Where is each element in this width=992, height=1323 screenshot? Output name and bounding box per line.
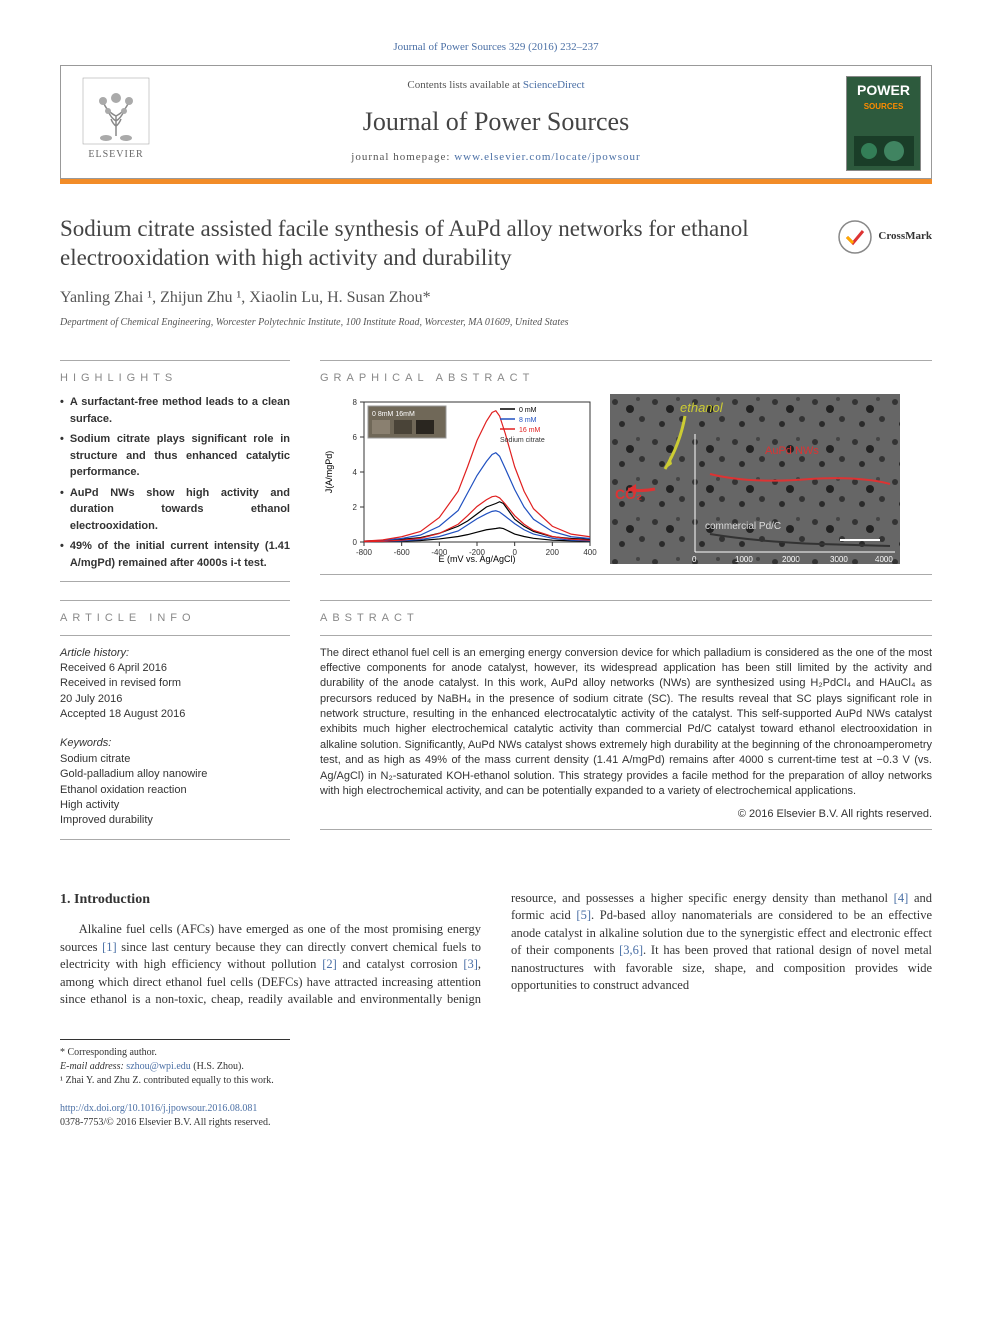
history-line: Received in revised form <box>60 676 290 691</box>
svg-text:3000: 3000 <box>830 555 848 564</box>
affiliation: Department of Chemical Engineering, Worc… <box>60 316 932 330</box>
introduction-section: 1. Introduction Alkaline fuel cells (AFC… <box>60 890 932 1009</box>
article-title: Sodium citrate assisted facile synthesis… <box>60 214 840 274</box>
crossmark-icon <box>837 219 873 255</box>
intro-heading: 1. Introduction <box>60 890 481 910</box>
contents-line: Contents lists available at ScienceDirec… <box>201 78 791 93</box>
highlights-graphical-row: HIGHLIGHTS A surfactant-free method lead… <box>60 360 932 582</box>
equal-contrib-note: ¹ Zhai Y. and Zhu Z. contributed equally… <box>60 1074 290 1088</box>
doi-link[interactable]: http://dx.doi.org/10.1016/j.jpowsour.201… <box>60 1103 257 1114</box>
cv-chart: -800-600-400-200020040002468E (mV vs. Ag… <box>320 394 600 564</box>
cover-graphic-icon <box>854 136 914 166</box>
abstract-text: The direct ethanol fuel cell is an emerg… <box>320 635 932 800</box>
highlights-heading: HIGHLIGHTS <box>60 360 290 394</box>
journal-cover-thumb: POWER SOURCES <box>846 76 921 171</box>
email-line: E-mail address: szhou@wpi.edu (H.S. Zhou… <box>60 1060 290 1074</box>
svg-text:4: 4 <box>353 468 358 477</box>
svg-text:1000: 1000 <box>735 555 753 564</box>
graphical-heading: GRAPHICAL ABSTRACT <box>320 360 932 394</box>
title-block: Sodium citrate assisted facile synthesis… <box>60 214 932 274</box>
article-info-block: ARTICLE INFO Article history: Received 6… <box>60 600 290 840</box>
keyword: Gold-palladium alloy nanowire <box>60 767 290 782</box>
svg-text:AuPd NWs: AuPd NWs <box>765 445 819 457</box>
article-info-heading: ARTICLE INFO <box>60 600 290 634</box>
svg-text:200: 200 <box>546 548 560 557</box>
highlights-block: HIGHLIGHTS A surfactant-free method lead… <box>60 360 290 582</box>
header-box: ELSEVIER POWER SOURCES Contents lists av… <box>60 65 932 178</box>
doi-block: http://dx.doi.org/10.1016/j.jpowsour.201… <box>60 1102 932 1130</box>
highlight-item: Sodium citrate plays significant role in… <box>60 431 290 481</box>
journal-title: Journal of Power Sources <box>201 104 791 140</box>
article-info-content: Article history: Received 6 April 2016 R… <box>60 635 290 840</box>
homepage-link[interactable]: www.elsevier.com/locate/jpowsour <box>454 151 640 163</box>
highlight-item: A surfactant-free method leads to a clea… <box>60 394 290 427</box>
elsevier-logo: ELSEVIER <box>71 76 161 166</box>
authors-line: Yanling Zhai ¹, Zhijun Zhu ¹, Xiaolin Lu… <box>60 287 932 309</box>
svg-text:ethanol: ethanol <box>680 400 724 415</box>
top-citation: Journal of Power Sources 329 (2016) 232–… <box>60 40 932 55</box>
svg-text:4000: 4000 <box>875 555 893 564</box>
cover-line1: POWER <box>857 81 910 101</box>
keyword: Ethanol oxidation reaction <box>60 783 290 798</box>
highlight-item: 49% of the initial current intensity (1.… <box>60 538 290 571</box>
cover-line2: SOURCES <box>864 101 904 112</box>
svg-text:Sodium citrate: Sodium citrate <box>500 437 545 444</box>
email-link[interactable]: szhou@wpi.edu <box>126 1061 190 1072</box>
svg-text:commercial Pd/C: commercial Pd/C <box>705 521 781 532</box>
orange-divider <box>60 179 932 184</box>
svg-text:8 mM: 8 mM <box>519 417 537 424</box>
history-line: Accepted 18 August 2016 <box>60 707 290 722</box>
svg-text:6: 6 <box>353 433 358 442</box>
abstract-heading: ABSTRACT <box>320 600 932 634</box>
svg-text:0: 0 <box>353 538 358 547</box>
crossmark-label: CrossMark <box>878 229 932 244</box>
tem-schematic-image: ethanol CO₂ AuPd NWs commercial Pd/C 0 1… <box>610 394 900 564</box>
graphical-abstract-figure: -800-600-400-200020040002468E (mV vs. Ag… <box>320 394 932 575</box>
svg-text:-600: -600 <box>394 548 411 557</box>
history-line: 20 July 2016 <box>60 692 290 707</box>
elsevier-tree-icon <box>81 76 151 146</box>
graphical-abstract-block: GRAPHICAL ABSTRACT -800-600-400-20002004… <box>320 360 932 582</box>
elsevier-label: ELSEVIER <box>88 148 143 162</box>
highlights-list: A surfactant-free method leads to a clea… <box>60 394 290 571</box>
svg-text:J(A/mgPd): J(A/mgPd) <box>324 451 334 494</box>
keywords-label: Keywords: <box>60 736 290 751</box>
svg-text:2000: 2000 <box>782 555 800 564</box>
svg-text:0 mM: 0 mM <box>519 407 537 414</box>
footnotes-block: * Corresponding author. E-mail address: … <box>60 1039 290 1088</box>
svg-text:E (mV vs. Ag/AgCl): E (mV vs. Ag/AgCl) <box>438 554 515 564</box>
svg-text:0 8mM 16mM: 0 8mM 16mM <box>372 411 415 418</box>
corresponding-note: * Corresponding author. <box>60 1046 290 1060</box>
sciencedirect-link[interactable]: ScienceDirect <box>523 79 585 91</box>
abstract-block: ABSTRACT The direct ethanol fuel cell is… <box>320 600 932 840</box>
highlight-item: AuPd NWs show high activity and duration… <box>60 485 290 535</box>
history-label: Article history: <box>60 646 290 661</box>
info-abstract-row: ARTICLE INFO Article history: Received 6… <box>60 600 932 840</box>
svg-text:-800: -800 <box>356 548 373 557</box>
homepage-line: journal homepage: www.elsevier.com/locat… <box>201 150 791 165</box>
svg-text:400: 400 <box>583 548 597 557</box>
svg-text:8: 8 <box>353 398 358 407</box>
svg-text:16 mM: 16 mM <box>519 427 541 434</box>
svg-text:2: 2 <box>353 503 358 512</box>
abstract-copyright: © 2016 Elsevier B.V. All rights reserved… <box>320 807 932 822</box>
issn-line: 0378-7753/© 2016 Elsevier B.V. All right… <box>60 1117 270 1128</box>
keyword: High activity <box>60 798 290 813</box>
keyword: Improved durability <box>60 813 290 828</box>
svg-text:0: 0 <box>692 555 697 564</box>
keyword: Sodium citrate <box>60 752 290 767</box>
page-root: Journal of Power Sources 329 (2016) 232–… <box>0 0 992 1170</box>
crossmark-badge[interactable]: CrossMark <box>837 219 932 255</box>
history-line: Received 6 April 2016 <box>60 661 290 676</box>
